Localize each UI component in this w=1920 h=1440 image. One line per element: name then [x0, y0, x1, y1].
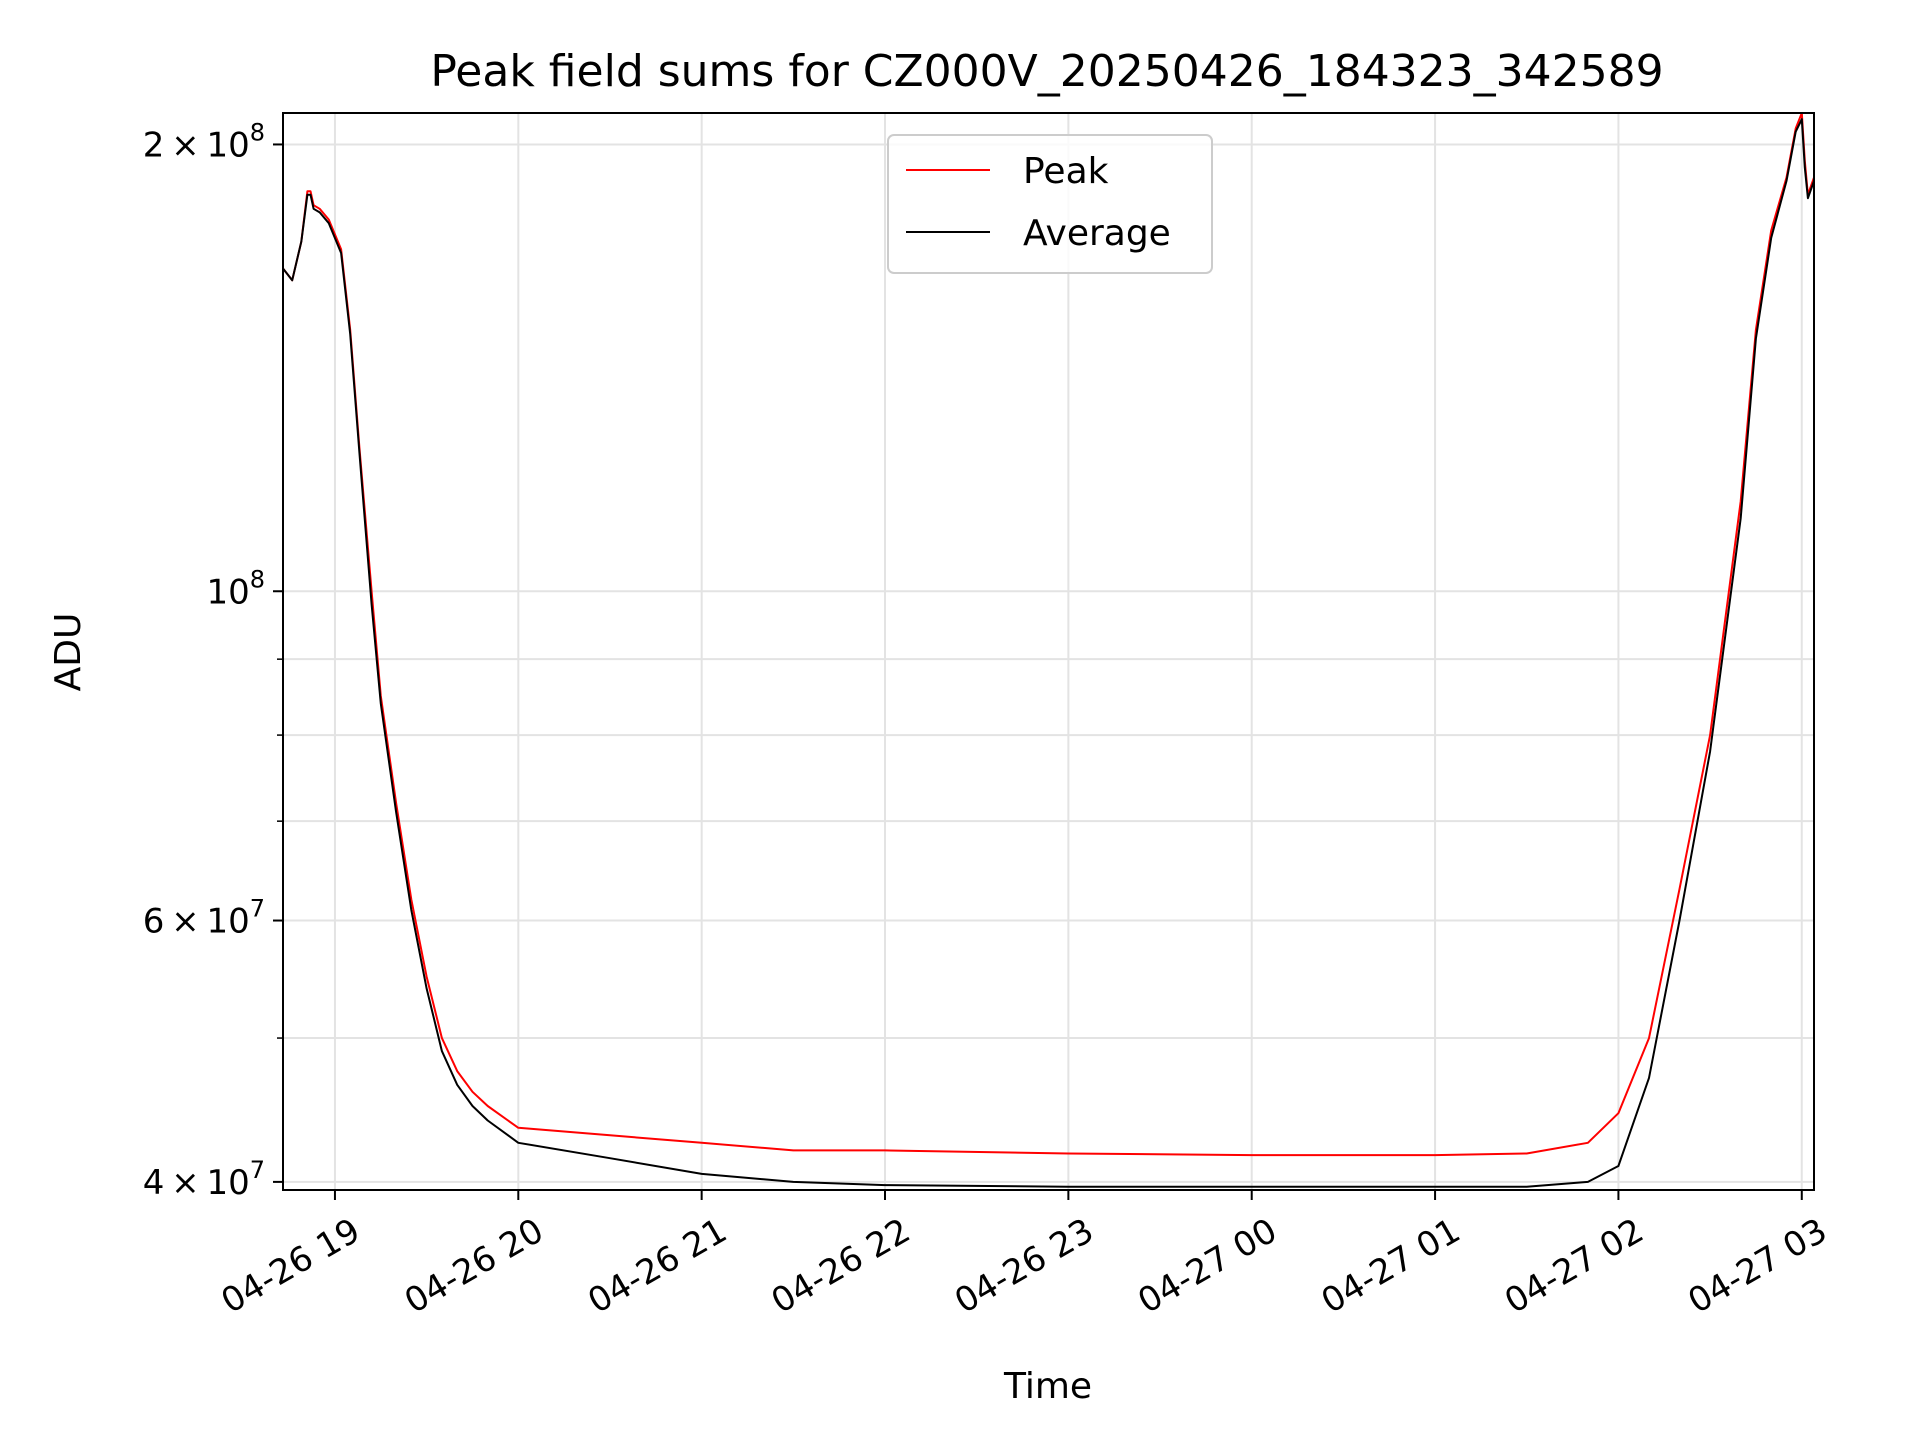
- grid: [283, 113, 1814, 1190]
- series-layer: [282, 112, 1815, 1188]
- legend-peak-label: Peak: [1023, 151, 1109, 192]
- y-tick-label: 6 × 107: [143, 895, 265, 942]
- y-tick-label: 108: [206, 565, 265, 612]
- y-tick-label: 4 × 107: [143, 1156, 265, 1203]
- plot-frame: [282, 112, 1815, 1191]
- series-line-peak: [282, 112, 1815, 1157]
- y-axis-label: ADU: [48, 613, 89, 692]
- x-axis-label: Time: [1003, 1366, 1092, 1407]
- legend-average-label: Average: [1023, 213, 1171, 254]
- plot-area: [283, 113, 1814, 1190]
- series-line-average: [282, 118, 1815, 1188]
- chart-title: Peak field sums for CZ000V_20250426_1843…: [430, 46, 1663, 97]
- legend: Peak Average: [887, 134, 1213, 274]
- y-tick-label: 2 × 108: [143, 118, 265, 165]
